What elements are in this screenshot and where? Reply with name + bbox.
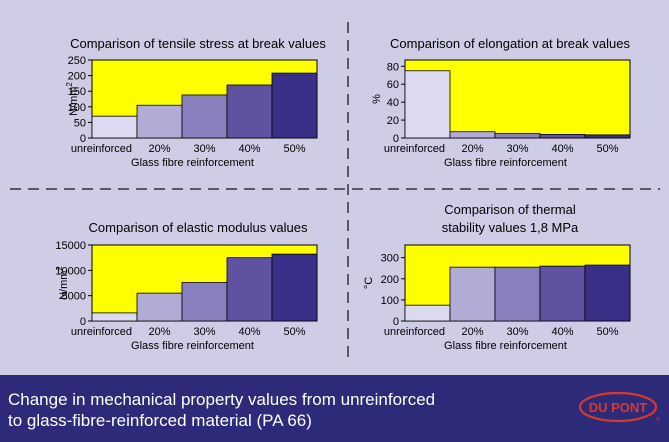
- chart-4-ytick-label-2: 100: [381, 295, 399, 307]
- chart-3-bar-2: [136, 292, 183, 322]
- chart-4-ytick-label-3: 200: [381, 274, 399, 286]
- chart-4-bar-2: [449, 266, 496, 322]
- chart-2-ytick-label-5: 80: [387, 61, 399, 73]
- chart-1-xtick-label-4: 40%: [238, 143, 260, 155]
- chart-1-xtick-label-1: unreinforced: [71, 143, 132, 155]
- chart-3-ylabel-sup: 2: [55, 266, 64, 271]
- chart-2: Comparison of elongation at break values…: [371, 36, 631, 169]
- chart-1-title: Comparison of tensile stress at break va…: [70, 36, 326, 51]
- chart-1-xlabel: Glass fibre reinforcement: [131, 157, 254, 169]
- chart-1-xtick-label-5: 50%: [283, 143, 305, 155]
- chart-1-bar-3: [181, 94, 228, 139]
- chart-1-ytick-label-2: 50: [74, 117, 86, 129]
- chart-4-title: Comparison of thermal: [444, 202, 576, 217]
- chart-3-ylabel-text: N/mm: [58, 271, 70, 300]
- charts-panel: Comparison of tensile stress at break va…: [0, 0, 669, 375]
- chart-2-ylabel: %: [371, 94, 383, 104]
- chart-1-ylabel: N/mm2: [65, 82, 80, 116]
- chart-2-xlabel: Glass fibre reinforcement: [444, 157, 567, 169]
- chart-1-bar-2: [136, 104, 183, 139]
- chart-1-bar-4: [226, 84, 273, 139]
- chart-2-ytick-label-1: 0: [393, 133, 399, 145]
- dupont-logo-trademark: ®: [656, 416, 660, 423]
- chart-1-xtick-label-2: 20%: [148, 143, 170, 155]
- chart-1-ylabel-sup: 2: [65, 82, 74, 87]
- chart-3-title: Comparison of elastic modulus values: [89, 220, 308, 235]
- chart-2-bar-1: [404, 70, 451, 139]
- chart-3-ytick-label-2: 5000: [62, 291, 86, 303]
- chart-2-bar-4: [539, 134, 586, 139]
- chart-3-xtick-label-5: 50%: [283, 326, 305, 338]
- chart-4-bar-5: [584, 264, 631, 322]
- charts-canvas: Comparison of tensile stress at break va…: [10, 22, 660, 360]
- chart-2-bar-5: [584, 134, 631, 139]
- chart-1-xtick-label-3: 30%: [193, 143, 215, 155]
- chart-1-ytick-label-4: 150: [68, 86, 86, 98]
- chart-3-bar-5: [271, 253, 318, 322]
- chart-3-bar-1: [91, 312, 138, 322]
- chart-3-ytick-label-4: 15000: [55, 240, 86, 252]
- chart-2-xtick-label-3: 30%: [506, 143, 528, 155]
- chart-4-xtick-label-3: 30%: [506, 326, 528, 338]
- chart-4-xtick-label-4: 40%: [551, 326, 573, 338]
- chart-3: Comparison of elastic modulus values 0 500…: [55, 220, 318, 352]
- chart-4-subtitle: stability values 1,8 MPa: [442, 220, 579, 235]
- chart-4-ylabel-text: °C: [363, 277, 375, 289]
- caption-footer: Change in mechanical property values fro…: [0, 375, 669, 442]
- chart-3-xtick-label-3: 30%: [193, 326, 215, 338]
- chart-2-xtick-label-1: unreinforced: [384, 143, 445, 155]
- chart-4-bar-4: [539, 265, 586, 322]
- chart-4-xlabel: Glass fibre reinforcement: [444, 340, 567, 352]
- chart-2-ylabel-text: %: [371, 94, 383, 104]
- chart-2-title: Comparison of elongation at break values: [390, 36, 630, 51]
- chart-2-ytick-label-2: 20: [387, 115, 399, 127]
- chart-3-ylabel: N/mm2: [55, 266, 70, 300]
- chart-1-bar-1: [91, 115, 138, 139]
- chart-4-xtick-label-2: 20%: [461, 326, 483, 338]
- chart-4-bar-3: [494, 266, 541, 322]
- chart-2-ytick-label-4: 60: [387, 79, 399, 91]
- chart-4-xtick-label-1: unreinforced: [384, 326, 445, 338]
- chart-3-ytick-label-1: 0: [80, 316, 86, 328]
- chart-3-xtick-label-4: 40%: [238, 326, 260, 338]
- chart-2-xtick-label-4: 40%: [551, 143, 573, 155]
- chart-3-xtick-label-2: 20%: [148, 326, 170, 338]
- chart-1-ytick-label-1: 0: [80, 133, 86, 145]
- chart-2-xtick-label-5: 50%: [596, 143, 618, 155]
- chart-1-ylabel-text: N/mm: [68, 87, 80, 116]
- chart-4-ylabel: °C: [363, 277, 375, 289]
- chart-4-ytick-label-1: 0: [393, 316, 399, 328]
- chart-1-bar-5: [271, 72, 318, 139]
- chart-1-ytick-label-6: 250: [68, 55, 86, 67]
- chart-4-xtick-label-5: 50%: [596, 326, 618, 338]
- chart-3-xlabel: Glass fibre reinforcement: [131, 340, 254, 352]
- caption-line-2: to glass-fibre-reinforced material (PA 6…: [8, 411, 312, 430]
- caption-line-1: Change in mechanical property values fro…: [8, 390, 436, 409]
- chart-4-bar-1: [404, 304, 451, 322]
- chart-1-ytick-label-5: 200: [68, 71, 86, 83]
- chart-2-ytick-label-3: 40: [387, 97, 399, 109]
- chart-2-xtick-label-2: 20%: [461, 143, 483, 155]
- chart-2-bar-3: [494, 133, 541, 139]
- chart-2-bar-2: [449, 131, 496, 139]
- dupont-logo-text: DU PONT: [589, 400, 648, 415]
- chart-1: Comparison of tensile stress at break va…: [65, 36, 326, 169]
- dupont-logo-oval: [578, 391, 658, 423]
- chart-3-bar-3: [181, 282, 228, 322]
- chart-3-xtick-label-1: unreinforced: [71, 326, 132, 338]
- chart-4-ytick-label-4: 300: [381, 253, 399, 265]
- chart-1-ytick-label-3: 100: [68, 102, 86, 114]
- chart-3-ytick-label-3: 10000: [55, 265, 86, 277]
- chart-3-bar-4: [226, 257, 273, 322]
- chart-4: Comparison of thermal stability values 1,…: [363, 202, 631, 352]
- dupont-logo: DU PONT ®: [578, 391, 660, 423]
